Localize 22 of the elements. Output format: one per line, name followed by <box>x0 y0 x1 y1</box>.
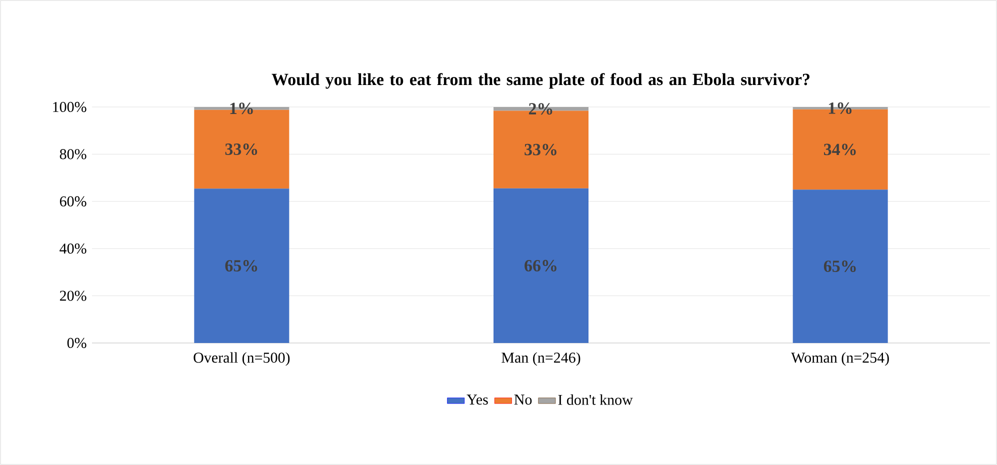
y-tick-label: 0% <box>67 338 86 348</box>
y-tick-label: 80% <box>60 149 86 160</box>
y-tick-label: 60% <box>60 196 86 206</box>
data-label: 65% <box>225 260 258 272</box>
y-tick-label: 40% <box>60 244 86 254</box>
legend-label: I don't know <box>558 394 633 405</box>
legend-label: Yes <box>466 394 488 405</box>
x-tick-label: Man (n=246) <box>502 352 580 366</box>
bar <box>194 188 290 343</box>
data-label: 65% <box>824 260 856 272</box>
legend-label: No <box>514 394 532 405</box>
bar <box>792 190 888 343</box>
data-label: 66% <box>524 260 556 272</box>
data-label: 33% <box>225 143 258 155</box>
data-label: 34% <box>824 144 856 156</box>
x-tick-label: Overall (n=500) <box>194 352 290 366</box>
x-tick-label: Woman (n=254) <box>791 352 889 366</box>
y-tick-label: 20% <box>60 290 86 301</box>
bar <box>494 188 588 343</box>
data-label: 33% <box>524 144 556 156</box>
y-tick-label: 100% <box>53 102 86 112</box>
chart-title: Would you like to eat from the same plate of food as an Ebola survivor? <box>272 73 810 89</box>
